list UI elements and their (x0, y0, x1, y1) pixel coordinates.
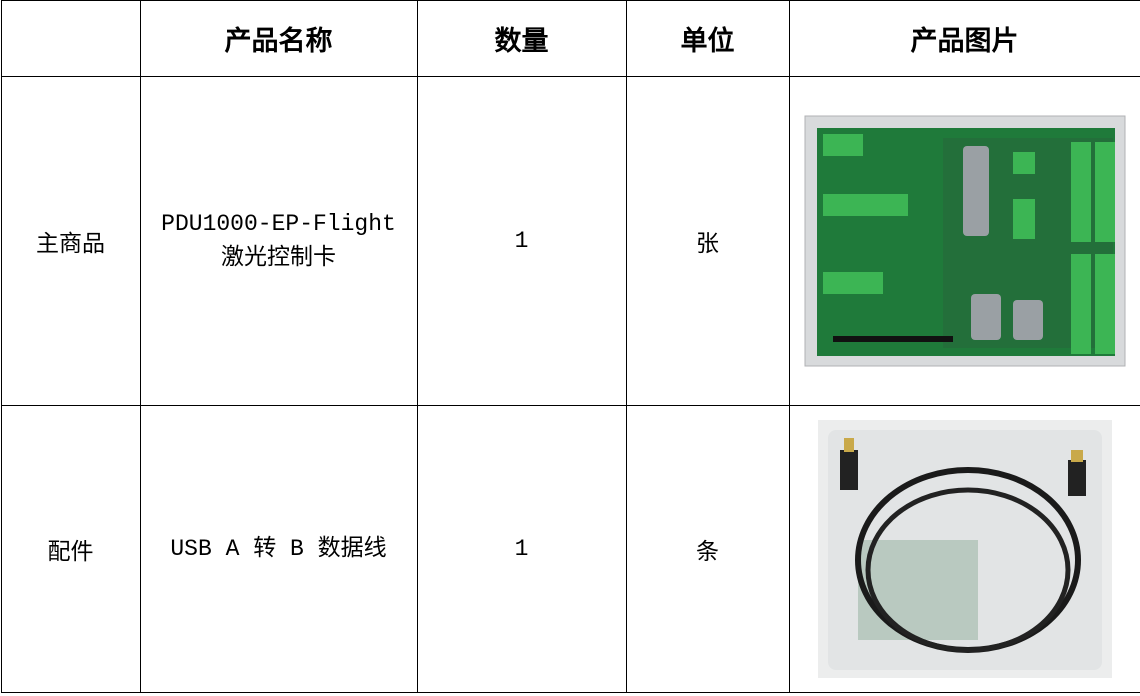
header-cell (0, 0, 141, 77)
cable-image (817, 420, 1112, 678)
row: 主商品 PDU1000-EP-Flight 激光控制卡 1 张 (0, 76, 1140, 406)
name-cell: PDU1000-EP-Flight 激光控制卡 (139, 76, 418, 406)
name-line: 激光控制卡 (221, 245, 336, 271)
header-cell: 数量 (416, 0, 627, 77)
board-image (804, 115, 1125, 367)
unit-cell: 张 (625, 76, 790, 406)
name-line: USB A 转 B 数据线 (170, 536, 387, 562)
qty-cell: 1 (416, 76, 627, 406)
unit-cell: 条 (625, 405, 790, 693)
header-row: 产品名称 数量 单位 产品图片 (0, 0, 1140, 77)
image-cell (788, 76, 1140, 406)
header-cell: 产品名称 (139, 0, 418, 77)
name-cell: USB A 转 B 数据线 (139, 405, 418, 693)
qty-cell: 1 (416, 405, 627, 693)
image-cell (788, 405, 1140, 693)
type-cell: 配件 (0, 405, 141, 693)
header-cell: 产品图片 (788, 0, 1140, 77)
row: 配件 USB A 转 B 数据线 1 条 (0, 405, 1140, 693)
name-line: PDU1000-EP-Flight (161, 211, 396, 237)
type-cell: 主商品 (0, 76, 141, 406)
header-cell: 单位 (625, 0, 790, 77)
